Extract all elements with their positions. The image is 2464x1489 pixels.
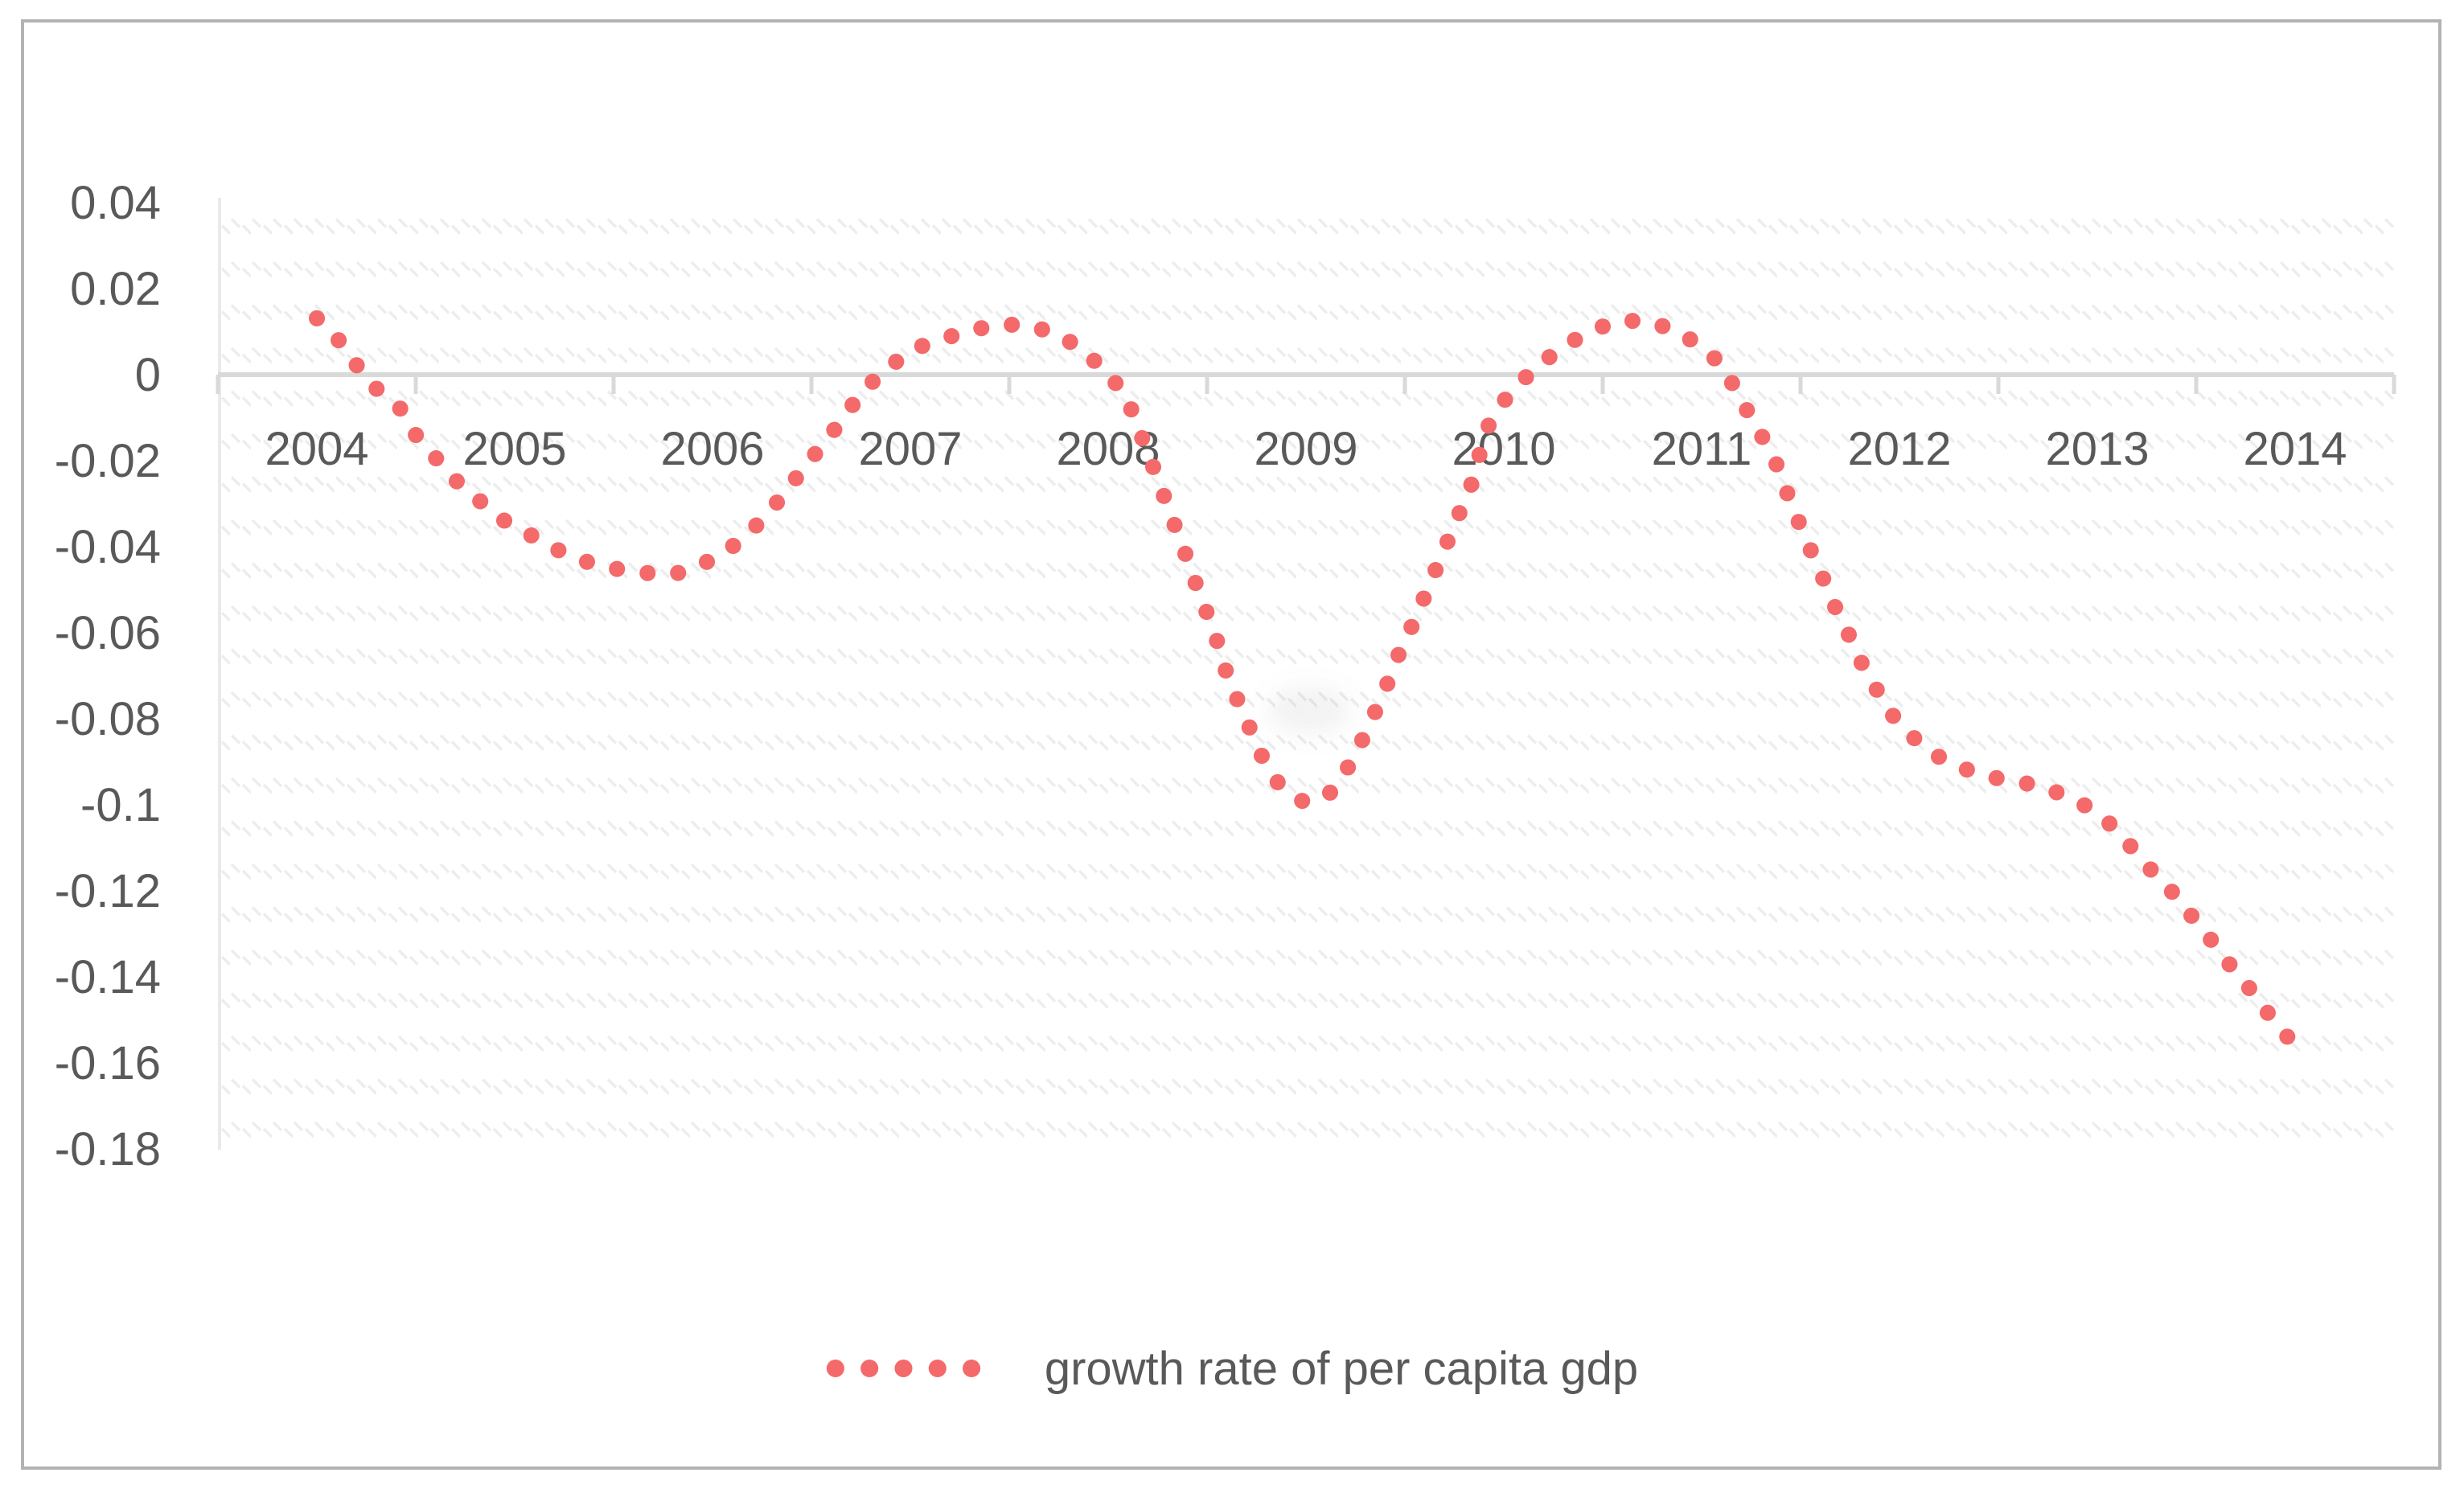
y-axis-tick-label: -0.02 bbox=[55, 435, 161, 487]
x-axis-tick-label: 2010 bbox=[1452, 423, 1555, 475]
y-axis-tick-label: 0.02 bbox=[70, 263, 161, 315]
y-axis-tick-label: -0.06 bbox=[55, 607, 161, 659]
x-axis-tick-label: 2014 bbox=[2243, 423, 2347, 475]
plot-area bbox=[218, 198, 2394, 1150]
legend-marker-dotted-line bbox=[826, 1360, 1012, 1377]
legend-series-label: growth rate of per capita gdp bbox=[1044, 1342, 1639, 1395]
x-axis-labels: 2004 2005 2006 2007 2008 2009 2010 2011 2012 2013… bbox=[265, 423, 2347, 475]
x-axis-tick-label: 2005 bbox=[462, 423, 566, 475]
y-axis-tick-label: -0.18 bbox=[55, 1123, 161, 1175]
y-axis-tick-label: -0.12 bbox=[55, 865, 161, 917]
x-axis-tick-label: 2013 bbox=[2045, 423, 2149, 475]
legend: growth rate of per capita gdp bbox=[826, 1328, 1638, 1409]
y-axis-tick-label: -0.14 bbox=[55, 951, 161, 1003]
y-axis-tick-label: 0 bbox=[135, 349, 161, 401]
y-axis-tick-label: -0.16 bbox=[55, 1037, 161, 1089]
x-axis-tick-label: 2011 bbox=[1652, 423, 1752, 475]
series-growth-rate-curve bbox=[309, 310, 2303, 1054]
x-axis-ticks bbox=[216, 375, 2396, 394]
y-axis-tick-label: -0.04 bbox=[55, 521, 161, 573]
y-axis-tick-label: 0.04 bbox=[70, 177, 161, 229]
x-axis-tick-label: 2004 bbox=[265, 423, 368, 475]
x-axis-tick-label: 2007 bbox=[858, 423, 962, 475]
x-axis-tick-label: 2009 bbox=[1254, 423, 1357, 475]
x-axis-tick-label: 2012 bbox=[1847, 423, 1951, 475]
y-axis-tick-label: -0.08 bbox=[55, 693, 161, 745]
y-axis-tick-label: -0.1 bbox=[80, 779, 161, 831]
y-axis-labels: 0.04 0.02 0 -0.02 -0.04 -0.06 -0.08 -0.1 -0.12 -0… bbox=[55, 177, 161, 1175]
smudge-artifact bbox=[1267, 687, 1351, 735]
x-axis-tick-label: 2006 bbox=[660, 423, 764, 475]
